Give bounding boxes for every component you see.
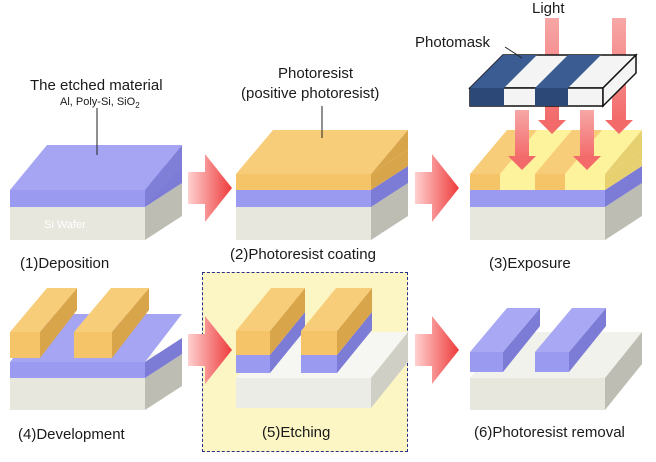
block-exposure <box>468 18 642 240</box>
step-3-caption: (3)Exposure <box>489 255 571 272</box>
etched-material-label: The etched material <box>30 77 163 94</box>
block-photoresist-coating <box>236 106 408 240</box>
arrow-1-2 <box>188 154 232 222</box>
arrow-5-6 <box>415 316 459 384</box>
arrow-2-3 <box>415 154 459 222</box>
block-photoresist-removal <box>470 308 642 410</box>
etched-material-examples: Al, Poly-Si, SiO2 <box>60 96 140 111</box>
arrows <box>188 154 459 384</box>
step-4-caption: (4)Development <box>18 426 125 443</box>
block-deposition <box>10 108 182 240</box>
photomask-label: Photomask <box>415 34 491 51</box>
photoresist-label: Photoresist <box>278 65 354 82</box>
arrow-4-5 <box>188 316 232 384</box>
photomask-shape <box>468 53 638 108</box>
step-5-caption: (5)Etching <box>262 424 331 441</box>
wafer-label: Si Wafer <box>44 219 86 231</box>
step-6-caption: (6)Photoresist removal <box>474 424 625 441</box>
photoresist-type-label: (positive photoresist) <box>241 85 380 102</box>
block-development <box>10 288 182 410</box>
step-2-caption: (2)Photoresist coating <box>230 246 376 263</box>
light-label: Light <box>532 0 565 17</box>
block-etching <box>236 288 408 408</box>
step-1-caption: (1)Deposition <box>20 255 110 272</box>
